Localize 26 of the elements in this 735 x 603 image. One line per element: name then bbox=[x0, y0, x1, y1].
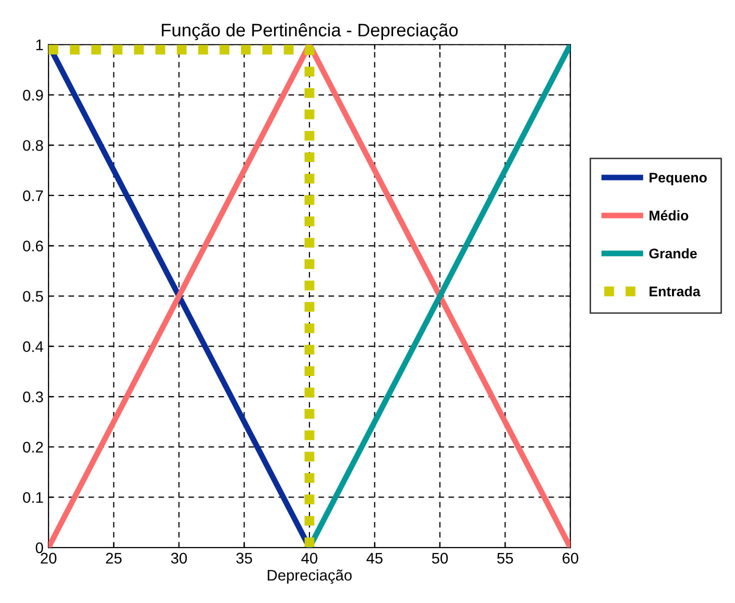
y-tick-label: 1 bbox=[36, 40, 43, 50]
x-tick-label: 40 bbox=[301, 552, 318, 564]
x-tick-label: 30 bbox=[171, 552, 187, 564]
legend-label: Médio bbox=[650, 210, 688, 220]
y-tick-label: 0 bbox=[36, 542, 44, 554]
x-tick-label: 55 bbox=[497, 552, 513, 564]
legend-label: Grande bbox=[649, 248, 697, 258]
y-tick-label: 0.4 bbox=[23, 341, 44, 352]
y-tick-label: 0.9 bbox=[23, 90, 43, 101]
x-tick-label: 20 bbox=[40, 552, 56, 564]
x-tick-label: 60 bbox=[562, 552, 578, 564]
x-tick-label: 35 bbox=[236, 552, 252, 564]
y-tick-label: 0.5 bbox=[23, 290, 44, 302]
x-tick-label: 50 bbox=[432, 552, 448, 564]
y-tick-label: 0.6 bbox=[23, 240, 43, 252]
y-tick-label: 0.8 bbox=[23, 140, 43, 151]
y-tick-label: 0.1 bbox=[23, 492, 43, 503]
legend-label: Pequeno bbox=[650, 172, 707, 186]
x-tick-label: 25 bbox=[106, 552, 122, 564]
y-tick-label: 0.7 bbox=[23, 190, 43, 202]
y-tick-label: 0.2 bbox=[23, 442, 43, 453]
x-axis-title: Depreciação bbox=[268, 569, 352, 584]
x-tick-label: 45 bbox=[366, 552, 383, 564]
y-tick-label: 0.3 bbox=[23, 392, 43, 402]
legend-label: Entrada bbox=[650, 286, 700, 296]
chart-title: Função de Pertinência - Depreciação bbox=[162, 23, 458, 40]
